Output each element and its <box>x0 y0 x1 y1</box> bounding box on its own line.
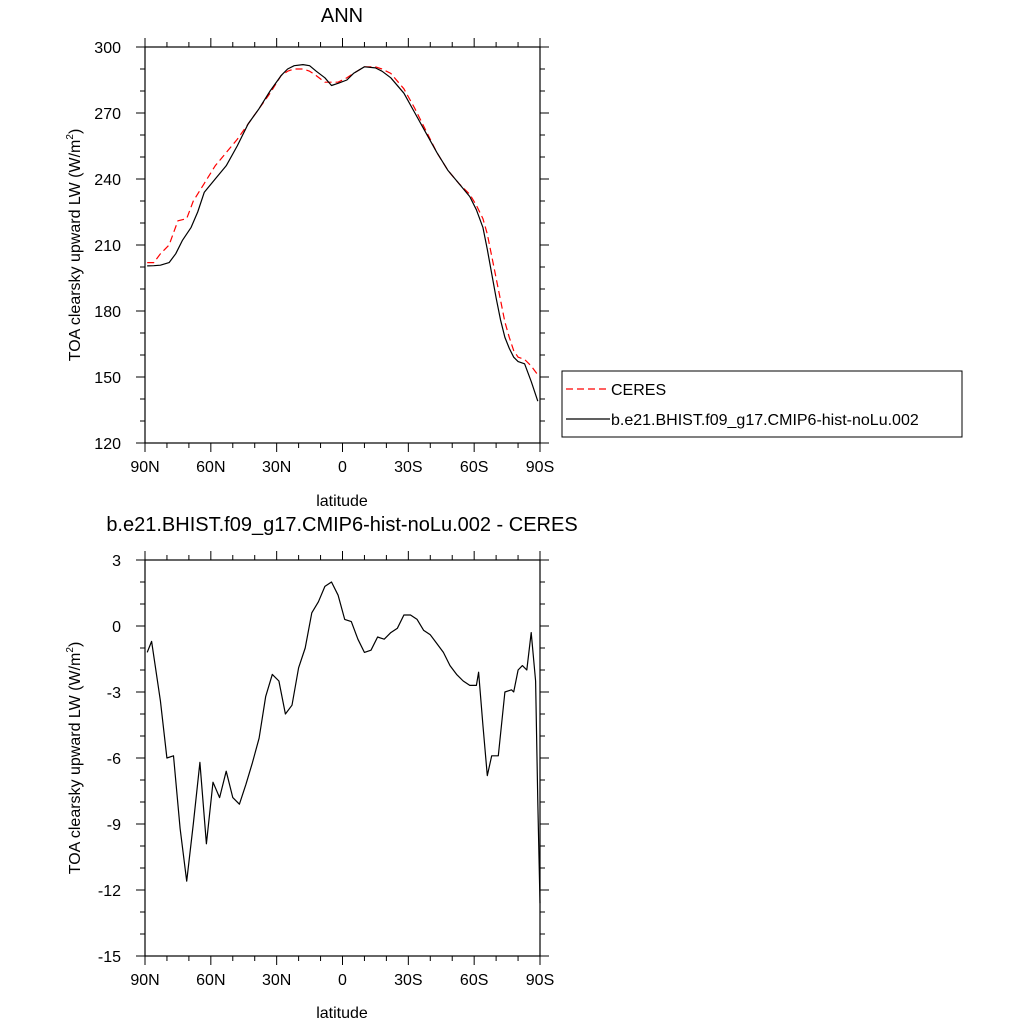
legend: CERES b.e21.BHIST.f09_g17.CMIP6-hist-noL… <box>561 370 963 438</box>
top-y-tick-label: 270 <box>94 106 121 123</box>
top-y-tick-label: 300 <box>94 40 121 57</box>
top-panel: ANN 90N 60N 30N 0 30S 60S 90S 120 150 180 210 240 27… <box>65 5 963 510</box>
top-x-axis-label: latitude <box>316 493 368 510</box>
top-chart-title: ANN <box>321 5 363 27</box>
bottom-series-layer <box>146 581 541 904</box>
bottom-y-axis-label-main: TOA clearsky upward LW (W/m <box>67 653 84 875</box>
bottom-axis-ticks: 90N 60N 30N 0 30S 60S 90S -15 -12 -9 -6 -3 0 3 <box>98 551 554 989</box>
bottom-series-line-0 <box>146 581 541 904</box>
bottom-y-tick-label: 0 <box>112 619 121 636</box>
legend-box <box>561 370 963 438</box>
top-y-tick-label: 180 <box>94 304 121 321</box>
top-x-tick-label: 90S <box>526 459 554 476</box>
bottom-y-tick-label: -12 <box>98 883 121 900</box>
top-x-tick-label: 90N <box>130 459 159 476</box>
bottom-x-tick-label: 90N <box>130 972 159 989</box>
legend-label-ceres: CERES <box>611 382 666 399</box>
top-y-tick-label: 150 <box>94 370 121 387</box>
bottom-x-tick-label: 60N <box>196 972 225 989</box>
top-series-line-1 <box>147 63 539 402</box>
bottom-x-tick-label: 0 <box>338 972 347 989</box>
top-x-tick-label: 60S <box>460 459 488 476</box>
top-series-line-0 <box>147 66 539 376</box>
top-y-tick-label: 240 <box>94 172 121 189</box>
top-y-axis-label-close: ) <box>67 129 84 134</box>
top-y-axis-label: TOA clearsky upward LW (W/m2) <box>65 129 84 362</box>
bottom-panel: b.e21.BHIST.f09_g17.CMIP6-hist-noLu.002 … <box>65 514 578 1022</box>
bottom-y-axis-label-close: ) <box>67 642 84 647</box>
top-y-axis-label-superscript: 2 <box>65 134 76 140</box>
bottom-x-tick-label: 30S <box>394 972 422 989</box>
bottom-x-tick-label: 60S <box>460 972 488 989</box>
top-x-tick-label: 60N <box>196 459 225 476</box>
bottom-y-tick-label: -9 <box>107 817 121 834</box>
top-y-tick-label: 120 <box>94 436 121 453</box>
bottom-y-axis-label: TOA clearsky upward LW (W/m2) <box>65 642 84 875</box>
bottom-x-tick-label: 30N <box>262 972 291 989</box>
top-series-layer <box>147 63 539 402</box>
bottom-plot-frame <box>144 559 541 957</box>
bottom-x-axis-label: latitude <box>316 1005 368 1022</box>
legend-label-model: b.e21.BHIST.f09_g17.CMIP6-hist-noLu.002 <box>611 412 919 429</box>
top-y-axis-label-main: TOA clearsky upward LW (W/m <box>67 140 84 362</box>
top-y-tick-label: 210 <box>94 238 121 255</box>
bottom-y-tick-label: 3 <box>112 553 121 570</box>
top-x-tick-label: 30N <box>262 459 291 476</box>
bottom-chart-title: b.e21.BHIST.f09_g17.CMIP6-hist-noLu.002 … <box>106 514 577 536</box>
top-plot-frame <box>144 46 541 444</box>
bottom-x-tick-label: 90S <box>526 972 554 989</box>
top-x-tick-label: 0 <box>338 459 347 476</box>
top-axis-ticks: 90N 60N 30N 0 30S 60S 90S 120 150 180 210 240 270 300 <box>94 38 554 476</box>
bottom-y-axis-label-superscript: 2 <box>65 647 76 653</box>
bottom-y-tick-label: -6 <box>107 751 121 768</box>
top-x-tick-label: 30S <box>394 459 422 476</box>
bottom-y-tick-label: -15 <box>98 949 121 966</box>
bottom-y-tick-label: -3 <box>107 685 121 702</box>
